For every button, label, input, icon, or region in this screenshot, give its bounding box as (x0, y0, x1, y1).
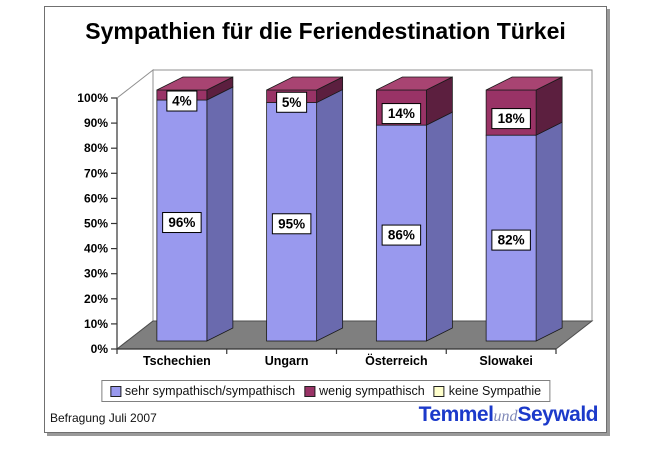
logo-temmel: Temmel (418, 403, 494, 426)
data-label-box (381, 103, 422, 125)
legend-swatch-series2-icon (304, 385, 316, 397)
logo-und: und (493, 408, 518, 425)
data-label-box (166, 90, 198, 112)
y-tick-label: 10% (84, 317, 108, 331)
data-label-box (491, 108, 531, 130)
y-tick-label: 60% (84, 191, 108, 205)
data-label-box (162, 212, 202, 234)
legend-swatch-series3-icon (433, 385, 445, 397)
data-label-box (271, 213, 312, 235)
legend-label-series2: wenig sympathisch (319, 384, 425, 398)
y-tick-label: 40% (84, 242, 108, 256)
bar-top-series2 (376, 76, 453, 91)
x-category-label: Österreich (365, 353, 428, 368)
x-category-label: Slowakei (479, 354, 533, 368)
data-label-box (276, 91, 308, 113)
y-tick-label: 50% (84, 217, 108, 231)
legend-label-series3: keine Sympathie (448, 384, 542, 398)
chart-legend: sehr sympathisch/sympathisch wenig sympa… (100, 380, 551, 402)
bar-side-series1 (425, 111, 453, 342)
data-label: 5% (282, 95, 302, 110)
y-tick-label: 100% (77, 91, 108, 105)
data-label: 82% (498, 233, 525, 248)
y-tick-label: 30% (84, 267, 108, 281)
y-tick-label: 0% (91, 342, 109, 356)
bar-side-series1 (535, 121, 563, 342)
slide-frame: Sympathien für die Feriendestination Tür… (44, 6, 607, 433)
x-category-label: Tschechien (143, 354, 211, 368)
chart-plot-area: 0% 10% 20% 30% 40% 50% 60% 70% 80% 90% 100% Tschech… (77, 68, 594, 368)
data-label: 86% (388, 228, 415, 243)
legend-label-series1: sehr sympathisch/sympathisch (124, 384, 296, 398)
bar-top-series2 (156, 76, 234, 91)
legend-item-sehr-sympathisch: sehr sympathisch/sympathisch (109, 384, 296, 398)
y-tick-label: 20% (84, 292, 108, 306)
data-label: 4% (172, 94, 192, 109)
chart-title: Sympathien für die Feriendestination Tür… (85, 18, 566, 44)
y-tick-label: 70% (84, 166, 108, 180)
x-category-label: Ungarn (265, 354, 309, 368)
logo-seywald: Seywald (517, 403, 598, 426)
bar-top-series2 (485, 76, 563, 91)
legend-swatch-series1-icon (109, 385, 121, 397)
company-logo: Temmel und Seywald (418, 403, 599, 427)
legend-item-keine-sympathie: keine Sympathie (433, 384, 542, 398)
data-label-box (381, 224, 422, 246)
data-label: 18% (498, 111, 525, 126)
wall-left (116, 68, 154, 351)
data-label: 96% (168, 215, 195, 230)
bar-side-series1 (316, 88, 344, 342)
bar-side-series1 (206, 86, 234, 342)
y-tick-label: 90% (84, 116, 108, 130)
data-label-box (491, 229, 531, 251)
bar-top-series2 (266, 76, 343, 91)
y-tick-label: 80% (84, 141, 108, 155)
footer-note: Befragung Juli 2007 (50, 411, 157, 425)
legend-item-wenig-sympathisch: wenig sympathisch (304, 384, 425, 398)
data-label: 14% (388, 106, 415, 121)
data-label: 95% (278, 216, 305, 231)
